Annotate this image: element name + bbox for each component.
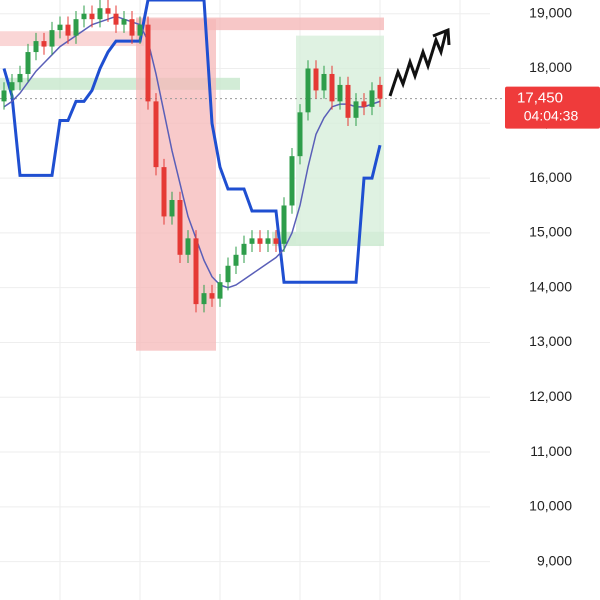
candle-body: [321, 73, 327, 91]
zone: [296, 35, 384, 244]
candle-body: [145, 24, 151, 102]
candle-body: [209, 293, 215, 299]
trend-doodle-arrowhead: [432, 27, 451, 46]
candle-body: [89, 13, 95, 20]
candle-body: [201, 293, 207, 305]
candle-body: [25, 52, 31, 74]
candle-body: [289, 156, 295, 206]
candle-body: [369, 90, 375, 107]
y-tick-label: 11,000: [530, 443, 572, 459]
candle-body: [337, 84, 343, 102]
candle-body: [345, 84, 351, 118]
candle-body: [161, 167, 167, 217]
y-tick-label: 12,000: [529, 388, 572, 404]
candle-body: [377, 84, 383, 99]
candle-body: [81, 13, 87, 20]
candle-body: [153, 101, 159, 168]
candle-body: [185, 238, 191, 255]
candle-body: [313, 68, 319, 91]
candle-body: [65, 24, 71, 36]
trend-doodle: [388, 31, 448, 97]
candle-body: [217, 282, 223, 299]
candle-body: [49, 30, 55, 47]
candle-body: [121, 19, 127, 25]
candle-body: [137, 24, 143, 36]
candle-body: [113, 13, 119, 25]
candle-body: [73, 19, 79, 36]
candle-body: [257, 238, 263, 244]
indicator-line: [2, 0, 382, 284]
y-tick-label: 15,000: [529, 224, 572, 240]
candle-body: [281, 205, 287, 244]
candle-body: [57, 24, 63, 31]
y-tick-label: 16,000: [529, 169, 572, 185]
candle-body: [105, 8, 111, 14]
candle-body: [305, 68, 311, 113]
candle-body: [361, 101, 367, 107]
candle-body: [97, 8, 103, 20]
y-tick-label: 19,000: [529, 4, 572, 20]
candle-body: [329, 73, 335, 102]
candle-body: [233, 254, 239, 266]
y-tick-label: 10,000: [529, 498, 572, 514]
y-tick-label: 18,000: [529, 59, 572, 75]
candle-body: [273, 238, 279, 244]
candle-body: [33, 41, 39, 53]
candle-body: [353, 101, 359, 118]
candle-body: [297, 112, 303, 157]
indicator-line: [3, 15, 381, 289]
candle-body: [41, 41, 47, 47]
candle-body: [9, 82, 15, 91]
y-tick-label: 13,000: [529, 333, 572, 349]
candle-body: [193, 238, 199, 305]
y-tick-label: 14,000: [529, 278, 572, 294]
price-tag-value: 17,450: [517, 90, 563, 107]
candle-body: [249, 238, 255, 244]
candle-body: [265, 238, 271, 244]
candle-body: [225, 265, 231, 283]
candle-body: [129, 19, 135, 36]
candle-body: [17, 73, 23, 83]
candle-body: [177, 200, 183, 255]
candle-body: [241, 243, 247, 255]
price-tag-countdown: 04:04:38: [524, 107, 579, 123]
y-tick-label: 9,000: [537, 552, 572, 568]
candle-body: [169, 200, 175, 217]
candle-body: [1, 90, 7, 102]
price-tag: [505, 86, 600, 129]
